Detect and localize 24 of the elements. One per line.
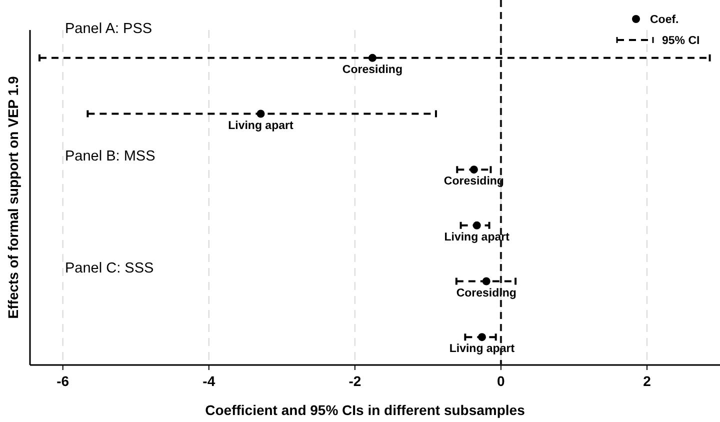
annotation: Panel B: MSS [65,148,156,165]
data-label: Coresiding [444,176,504,188]
x-tick-label: 0 [497,373,506,389]
y-axis-title: Effects of formal support on VEP 1.9 [5,76,21,319]
point [256,110,265,118]
point [472,221,481,230]
data-label: Living apart [444,231,510,244]
point [482,277,490,286]
x-tick-label: -4 [202,373,216,389]
annotation: Panel C: SSS [65,260,154,276]
data-label: Living apart [449,343,515,356]
annotation: Panel A: PSS [65,21,152,37]
x-axis-title: Coefficient and 95% CIs in different subsamples [205,402,526,418]
x-tick-label: 2 [643,373,652,389]
point [470,166,478,174]
data-label: Coresiding [456,287,516,300]
point [478,333,486,342]
legend-label: Coef. [650,14,679,26]
data-label: Coresiding [342,64,402,76]
point [368,54,376,62]
annotation: 95% CI [662,35,700,47]
x-tick-label: -6 [56,373,70,389]
data-label: Living apart [228,120,294,132]
x-tick-label: -2 [348,373,362,389]
